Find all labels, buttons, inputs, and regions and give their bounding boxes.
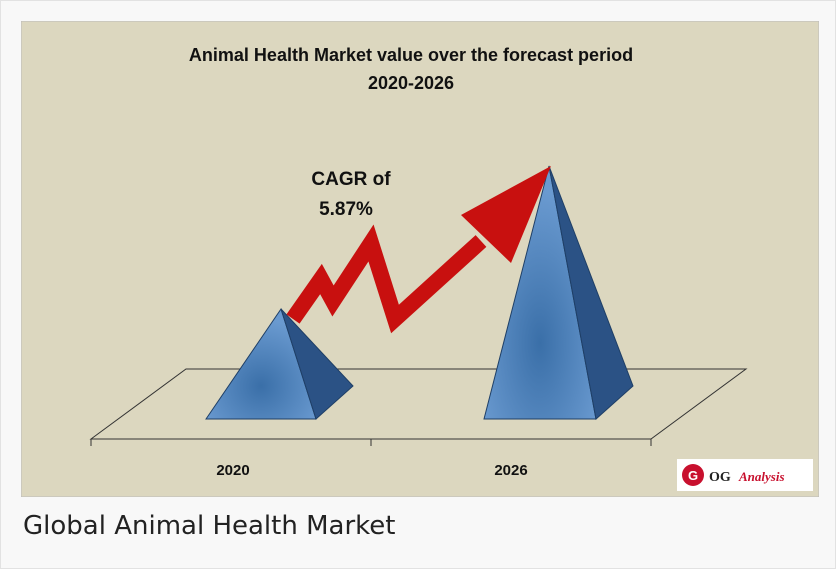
- chart-title: 2020-2026: [368, 73, 454, 93]
- logo-text: Analysis: [738, 469, 785, 484]
- chart-title: Animal Health Market value over the fore…: [189, 45, 633, 65]
- logo-text: OG: [709, 470, 731, 485]
- caption: Global Animal Health Market: [23, 511, 395, 541]
- chart-image: Animal Health Market value over the fore…: [21, 21, 819, 497]
- category-label: 2020: [216, 462, 249, 479]
- annotation: CAGR of: [311, 169, 391, 190]
- annotation: 5.87%: [319, 199, 373, 220]
- logo-mark: G: [688, 468, 698, 483]
- category-label: 2026: [494, 462, 527, 479]
- page: Animal Health Market value over the fore…: [0, 0, 836, 569]
- floor: [91, 369, 746, 439]
